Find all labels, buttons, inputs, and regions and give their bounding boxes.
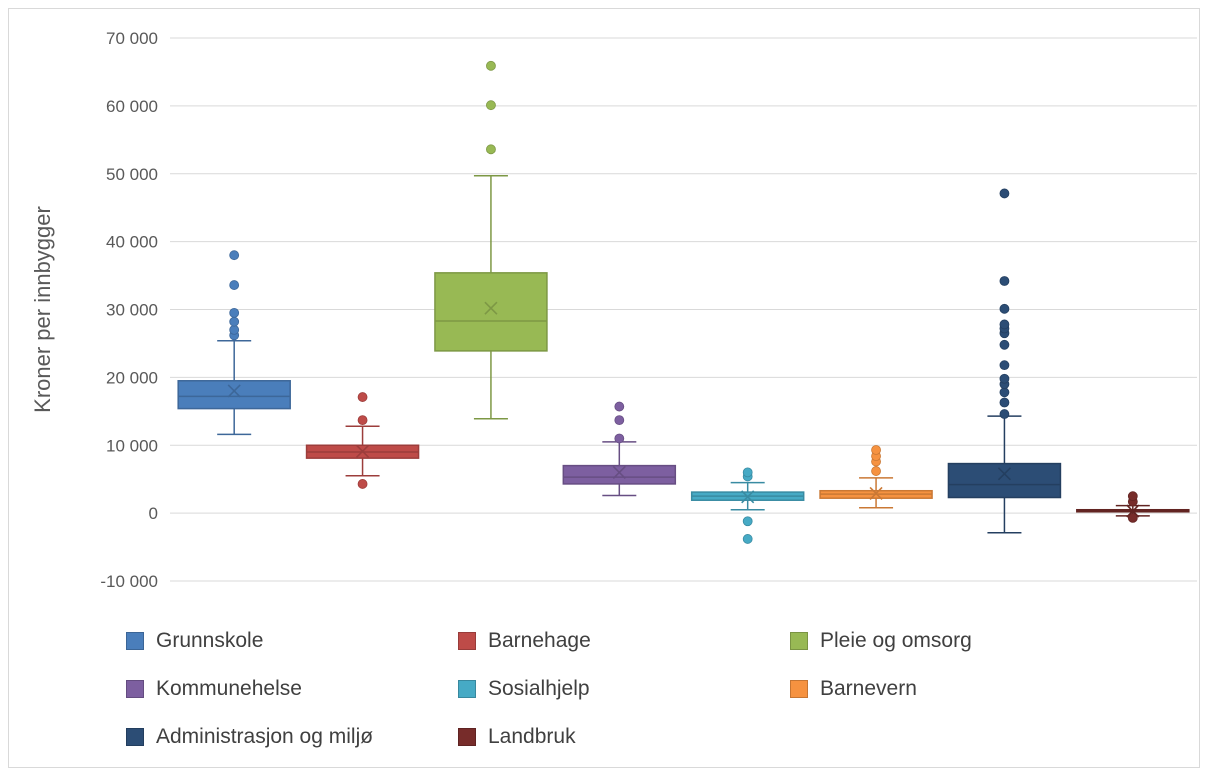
y-tick-label: 50 000 [106, 165, 158, 184]
y-tick-label: 0 [149, 504, 158, 523]
outlier-point [999, 409, 1010, 419]
outlier-point [999, 319, 1010, 330]
outlier-point [999, 360, 1010, 371]
mean-marker [355, 444, 370, 458]
outlier-point [999, 373, 1010, 384]
box-kommunehelse [562, 401, 677, 497]
box-landbruk [1076, 491, 1190, 523]
y-tick-label: 60 000 [106, 97, 158, 116]
mean-marker [869, 486, 883, 501]
box-body [177, 380, 291, 410]
boxes [177, 60, 1190, 544]
y-tick-label: 40 000 [106, 233, 158, 252]
outlier-point [871, 466, 881, 476]
box-barnehage [305, 392, 420, 489]
box-body [562, 464, 677, 485]
y-tick-label: 10 000 [106, 436, 158, 455]
outlier-point [229, 250, 240, 261]
box-administrasjon-og-miljø [947, 188, 1062, 534]
outlier-point [357, 479, 368, 489]
outlier-point [999, 303, 1010, 314]
outlier-point [229, 324, 240, 335]
outlier-point [999, 188, 1010, 199]
y-tick-label: 70 000 [106, 29, 158, 48]
outlier-point [871, 445, 881, 455]
y-tick-label: 20 000 [106, 368, 158, 387]
mean-marker [612, 465, 626, 479]
mean-marker [484, 301, 498, 315]
outlier-point [229, 316, 240, 327]
outlier-point [614, 433, 625, 444]
outlier-point [229, 280, 240, 290]
outlier-point [614, 415, 625, 426]
outlier-point [742, 516, 753, 527]
mean-marker [741, 490, 755, 504]
box-barnevern [819, 445, 933, 509]
outlier-point [999, 397, 1010, 408]
y-axis-ticks: -10 000 0 10 000 20 000 30 000 40 000 50 000 60… [100, 29, 158, 591]
outlier-point [486, 144, 496, 155]
box-pleie-og-omsorg [434, 60, 548, 420]
outlier-point [1127, 491, 1138, 502]
outlier-point [486, 60, 496, 71]
mean-marker [997, 467, 1012, 481]
box-body [947, 462, 1062, 499]
outlier-point [742, 534, 753, 544]
mean-marker [227, 384, 241, 398]
box-sosialhjelp [690, 467, 805, 544]
outlier-point [999, 339, 1010, 350]
outlier-point [1127, 512, 1138, 523]
outlier-point [999, 276, 1010, 286]
outlier-point [999, 387, 1010, 398]
outlier-point [742, 467, 753, 478]
y-tick-label: 30 000 [106, 301, 158, 320]
gridlines [170, 37, 1197, 582]
box-body [434, 272, 548, 352]
outlier-point [229, 307, 240, 318]
y-tick-label: -10 000 [100, 572, 158, 591]
outlier-point [357, 415, 368, 426]
box-grunnskole [177, 250, 291, 436]
outlier-point [486, 100, 496, 111]
outlier-point [614, 401, 625, 412]
outlier-point [357, 392, 368, 402]
y-axis-title: Kroner per innbygger [30, 206, 55, 413]
